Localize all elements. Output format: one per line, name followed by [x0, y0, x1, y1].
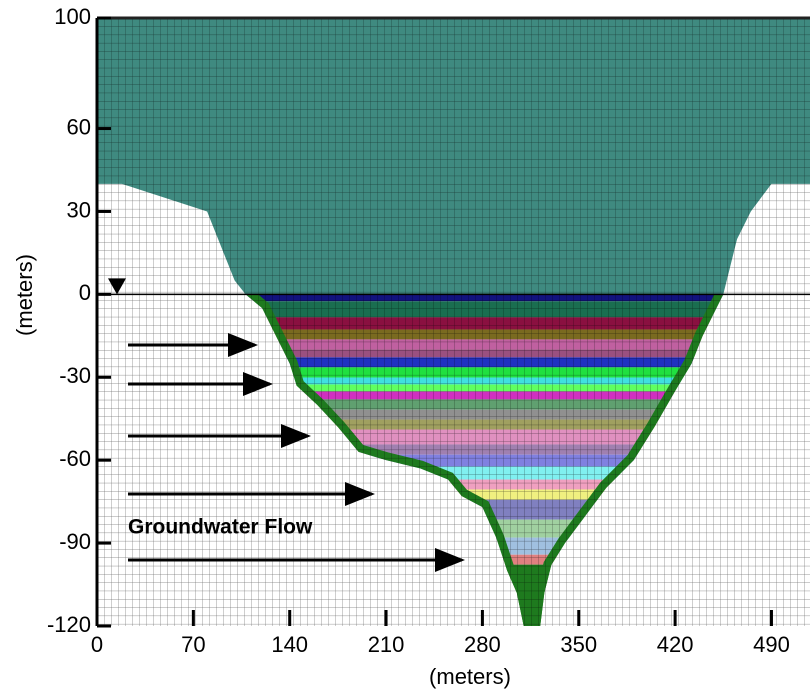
y-tick-label: -90 — [59, 529, 91, 554]
mesh — [97, 18, 810, 626]
x-tick-label: 140 — [271, 632, 308, 657]
y-axis-label: (meters) — [12, 254, 37, 336]
x-tick-label: 490 — [753, 632, 790, 657]
x-tick-label: 210 — [368, 632, 405, 657]
y-tick-label: -60 — [59, 446, 91, 471]
y-tick-label: 60 — [67, 114, 91, 139]
x-tick-label: 350 — [560, 632, 597, 657]
y-tick-label: 30 — [67, 197, 91, 222]
x-tick-label: 70 — [181, 632, 205, 657]
x-axis-label: (meters) — [429, 664, 511, 689]
x-tick-label: 0 — [91, 632, 103, 657]
y-tick-label: 100 — [54, 4, 91, 29]
annotation: Groundwater Flow — [128, 516, 313, 539]
y-tick-label: -120 — [47, 612, 91, 637]
x-tick-label: 420 — [657, 632, 694, 657]
x-tick-label: 280 — [464, 632, 501, 657]
y-tick-label: -30 — [59, 363, 91, 388]
y-tick-label: 0 — [79, 280, 91, 305]
flow-arrows — [128, 333, 465, 572]
